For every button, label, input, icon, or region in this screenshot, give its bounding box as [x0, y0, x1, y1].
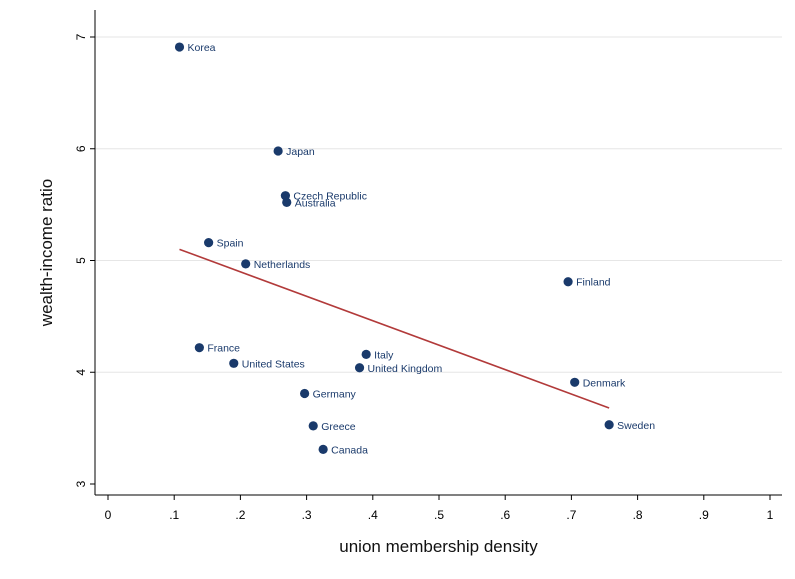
x-tick-label: .1: [169, 508, 179, 522]
x-tick-label: .7: [566, 508, 576, 522]
point-marker: [273, 146, 283, 156]
point-label: Korea: [187, 42, 215, 54]
point-marker: [354, 363, 365, 373]
data-point-france: France: [194, 343, 240, 355]
y-axis-title: wealth-income ratio: [37, 179, 56, 327]
point-label: Japan: [286, 146, 315, 158]
y-axis-ticks: 3 4 5 6 7: [74, 33, 95, 487]
point-marker: [241, 259, 251, 269]
x-tick-label: .4: [368, 508, 378, 522]
data-point-sweden: Sweden: [604, 420, 655, 432]
point-label: Spain: [217, 238, 244, 250]
grid-lines: [95, 36, 782, 373]
fit-line: [179, 248, 610, 409]
point-marker: [570, 377, 580, 387]
point-label: Germany: [313, 388, 357, 400]
x-tick-label: 1: [767, 508, 774, 522]
point-marker: [300, 388, 310, 399]
data-point-canada: Canada: [318, 444, 368, 456]
data-point-korea: Korea: [174, 42, 216, 54]
point-marker: [204, 238, 214, 248]
point-label: Italy: [374, 349, 394, 361]
x-tick-label: .8: [633, 508, 643, 522]
x-axis-ticks: 0 .1 .2 .3 .4 .5 .6 .7 .8 .9 1: [105, 495, 774, 522]
y-tick-label: 5: [74, 257, 88, 264]
y-tick-label: 7: [74, 33, 88, 40]
point-marker: [361, 349, 371, 359]
point-marker: [282, 197, 292, 207]
point-marker: [194, 343, 204, 353]
point-marker: [308, 421, 318, 431]
data-point-finland: Finland: [563, 277, 611, 289]
point-label: Czech Republic: [293, 191, 367, 203]
data-point-united-states: United States: [229, 358, 305, 370]
point-marker: [229, 358, 239, 368]
y-tick-label: 4: [74, 369, 88, 376]
y-tick-label: 3: [74, 480, 88, 487]
data-point-germany: Germany: [300, 388, 357, 400]
data-point-united-kingdom: United Kingdom: [354, 363, 443, 375]
point-label: Greece: [321, 421, 356, 433]
y-tick-label: 6: [74, 145, 88, 152]
point-label: Finland: [576, 277, 611, 289]
point-label: Denmark: [583, 377, 626, 389]
point-label: Canada: [331, 444, 368, 456]
point-label: Netherlands: [254, 259, 311, 271]
x-axis-title: union membership density: [339, 537, 538, 556]
point-label: Sweden: [617, 420, 655, 432]
x-tick-label: .3: [302, 508, 312, 522]
data-point-netherlands: Netherlands: [241, 259, 310, 271]
point-label: Australia: [295, 197, 336, 209]
data-point-australia: Australia: [282, 197, 336, 209]
data-point-spain: Spain: [204, 238, 244, 250]
point-label: United States: [242, 358, 305, 370]
point-marker: [318, 444, 328, 454]
point-label: United Kingdom: [368, 363, 443, 375]
point-marker: [174, 42, 185, 52]
data-point-japan: Japan: [273, 146, 315, 158]
x-tick-label: .2: [235, 508, 245, 522]
data-point-denmark: Denmark: [570, 377, 626, 389]
point-marker: [604, 420, 614, 430]
x-tick-label: .5: [434, 508, 444, 522]
x-tick-label: 0: [105, 508, 112, 522]
data-point-italy: Italy: [361, 349, 394, 361]
point-label: France: [207, 343, 240, 355]
point-marker: [563, 277, 573, 287]
x-tick-label: .9: [699, 508, 709, 522]
x-tick-label: .6: [500, 508, 510, 522]
data-point-greece: Greece: [308, 421, 356, 433]
